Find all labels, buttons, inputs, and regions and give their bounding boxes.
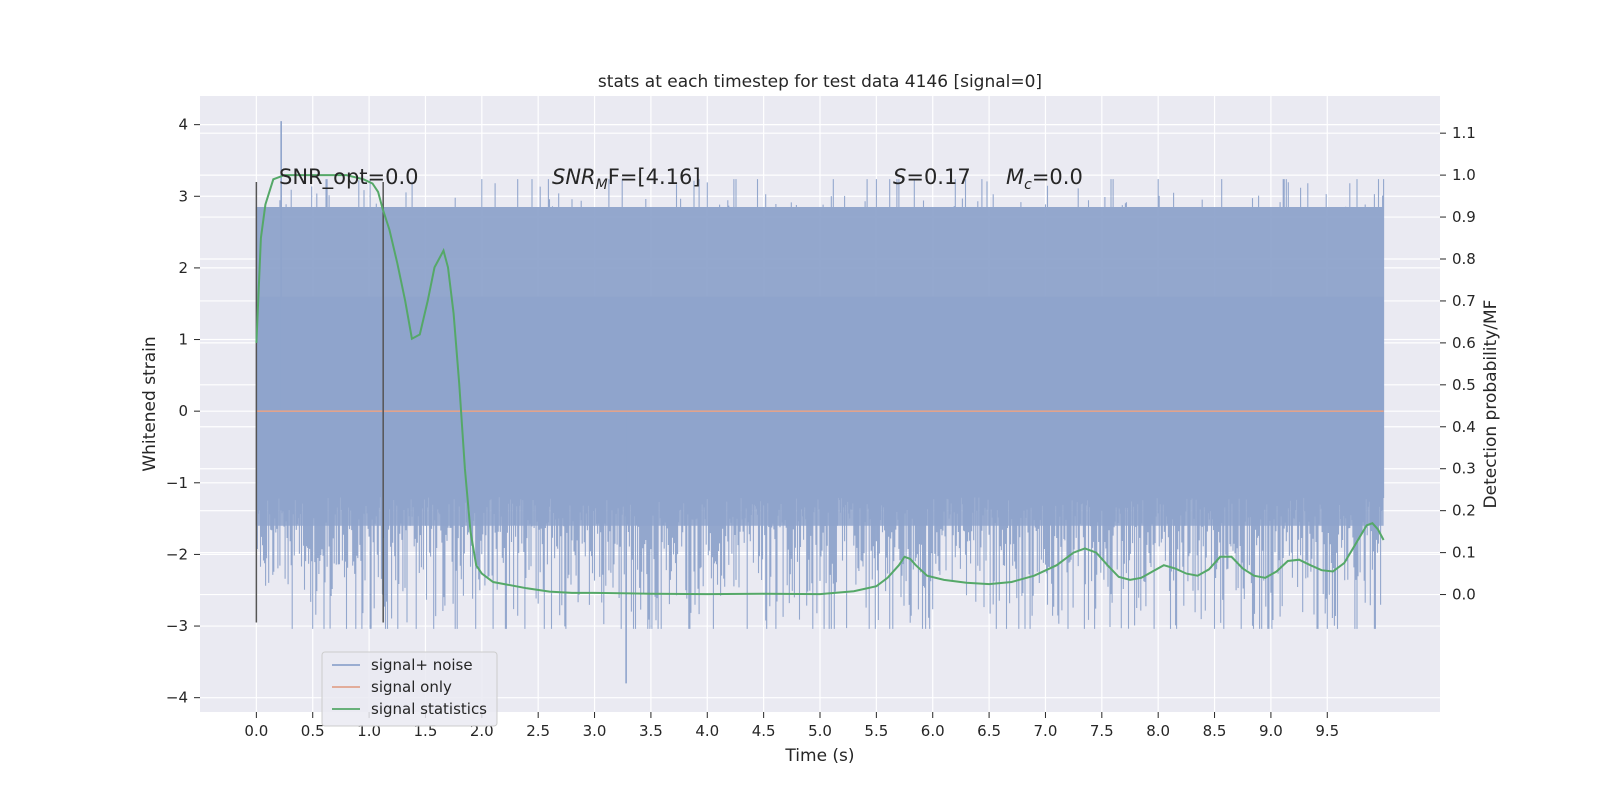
y2-tick-label: 0.9 <box>1452 208 1476 226</box>
y-axis-label: Whitened strain <box>140 336 160 471</box>
y2-tick-label: 0.6 <box>1452 334 1476 352</box>
y2-tick-label: 0.1 <box>1452 544 1476 562</box>
x-axis-label: Time (s) <box>784 746 854 766</box>
legend-box <box>321 651 498 727</box>
annotation-mc-sub: c <box>1024 177 1032 193</box>
y-tick-label: −2 <box>166 545 188 563</box>
x-tick-label: 7.5 <box>1090 722 1114 740</box>
legend-label-signal-statistics: signal statistics <box>371 700 487 718</box>
x-tick-label: 2.5 <box>526 722 550 740</box>
x-tick-label: 8.5 <box>1203 722 1227 740</box>
annotation-mc-label: M <box>1006 165 1024 189</box>
annotation-snr-mf-label: SNR <box>552 165 596 189</box>
annotation-s-value: =0.17 <box>906 165 970 189</box>
x-tick-label: 7.0 <box>1034 722 1058 740</box>
y-tick-label: 4 <box>178 116 188 134</box>
annotation-s: S=0.17 <box>893 165 971 189</box>
x-tick-label: 6.5 <box>977 722 1001 740</box>
marker-lines <box>255 181 384 623</box>
y-tick-label: −4 <box>166 689 188 707</box>
y2-axis-ticks: 1.1 1.0 0.9 0.8 0.7 0.6 0.5 0.4 0.3 0.2 0.1 0.0 <box>1440 124 1476 604</box>
annotation-snr-mf: SNRMF=[4.16] <box>552 165 701 193</box>
y2-tick-label: 0.8 <box>1452 250 1476 268</box>
y2-tick-label: 1.1 <box>1452 124 1476 142</box>
y-tick-label: 1 <box>178 331 188 349</box>
x-tick-label: 6.0 <box>921 722 945 740</box>
y-tick-label: 3 <box>178 187 188 205</box>
y2-axis-label: Detection probability/MF <box>1481 300 1501 509</box>
annotation-s-label: S <box>893 165 906 189</box>
legend-label-signal-only: signal only <box>371 678 452 696</box>
y-tick-label: −3 <box>166 617 188 635</box>
chart-title: stats at each timestep for test data 414… <box>598 72 1042 92</box>
y-tick-label: −1 <box>166 474 188 492</box>
x-tick-label: 0.0 <box>244 722 268 740</box>
x-tick-label: 0.5 <box>301 722 325 740</box>
y2-tick-label: 0.4 <box>1452 418 1476 436</box>
annotation-mc: Mc=0.0 <box>1006 165 1083 193</box>
x-tick-label: 5.5 <box>864 722 888 740</box>
y2-tick-label: 1.0 <box>1452 166 1476 184</box>
annotation-snr-opt: SNR_opt=0.0 <box>279 165 419 190</box>
x-tick-label: 8.0 <box>1146 722 1170 740</box>
x-tick-label: 9.5 <box>1315 722 1339 740</box>
x-tick-label: 5.0 <box>808 722 832 740</box>
x-tick-label: 3.0 <box>583 722 607 740</box>
y-tick-label: 2 <box>178 259 188 277</box>
y2-tick-label: 0.0 <box>1452 586 1476 604</box>
legend-label-signal-noise: signal+ noise <box>371 656 473 674</box>
x-tick-label: 4.0 <box>695 722 719 740</box>
y-tick-label: 0 <box>178 402 188 420</box>
y2-tick-label: 0.5 <box>1452 376 1476 394</box>
y2-tick-label: 0.2 <box>1452 502 1476 520</box>
x-tick-label: 4.5 <box>752 722 776 740</box>
annotation-mc-value: =0.0 <box>1032 165 1083 189</box>
annotation-snr-mf-rest: F=[4.16] <box>608 165 701 189</box>
signal-statistics-line <box>255 174 1385 596</box>
y2-tick-label: 0.3 <box>1452 460 1476 478</box>
series-signal-statistics <box>255 174 1385 596</box>
legend: signal+ noise signal only signal statist… <box>321 651 498 727</box>
y-axis-ticks: 4 3 2 1 0 −1 −2 −3 −4 <box>166 116 200 707</box>
y2-tick-label: 0.7 <box>1452 292 1476 310</box>
annotation-snr-mf-sub: M <box>596 177 608 193</box>
x-tick-label: 9.0 <box>1259 722 1283 740</box>
x-tick-label: 3.5 <box>639 722 663 740</box>
